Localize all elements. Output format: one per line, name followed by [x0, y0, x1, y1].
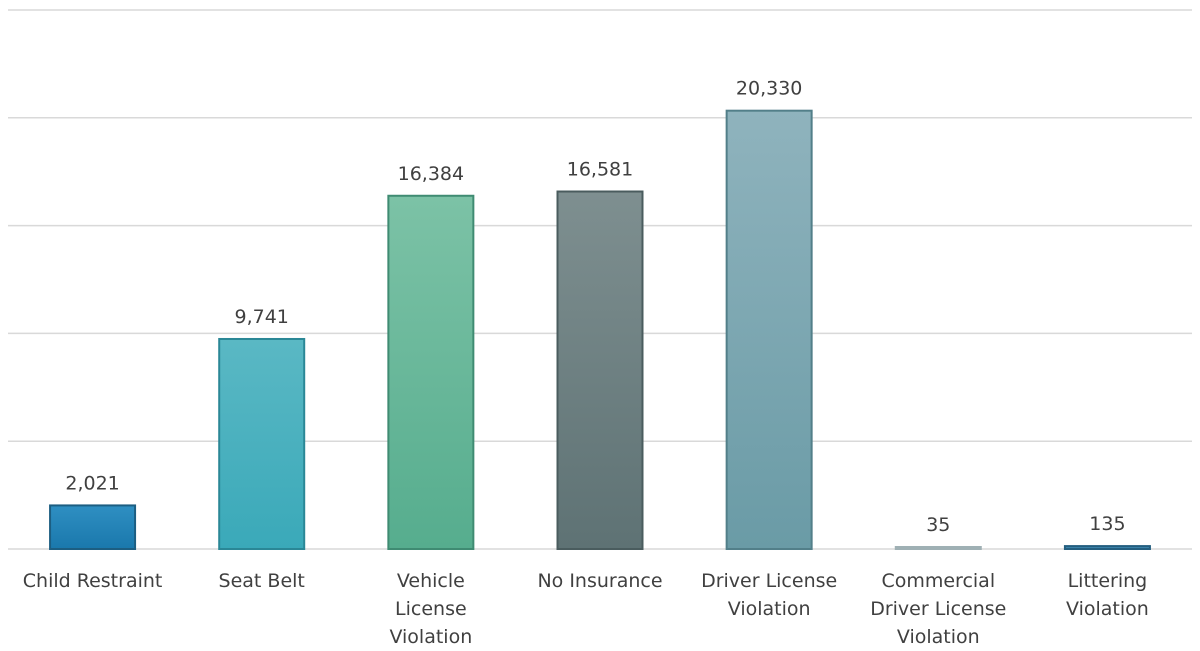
- bar: [894, 546, 982, 550]
- data-label: 20,330: [736, 78, 802, 100]
- category-label: No Insurance: [537, 570, 662, 592]
- bar: [49, 504, 137, 551]
- bar: [387, 194, 475, 550]
- bars: [49, 109, 1151, 551]
- data-label: 16,384: [398, 163, 464, 185]
- data-label: 135: [1089, 513, 1125, 535]
- bar: [725, 109, 813, 550]
- data-label: 2,021: [65, 472, 119, 494]
- category-label: Driver License Violation: [701, 570, 837, 620]
- bar: [556, 190, 644, 550]
- data-label: 16,581: [567, 159, 633, 181]
- category-label: Commercial Driver License Violation: [870, 570, 1006, 648]
- data-label: 9,741: [235, 306, 289, 328]
- data-label: 35: [926, 514, 950, 536]
- bar: [1063, 545, 1151, 551]
- category-labels: Child Restraint Seat Belt Vehicle License Vi…: [23, 570, 1149, 648]
- category-label: Vehicle License Violation: [389, 570, 472, 648]
- value-labels: 2,021 9,741 16,384 16,581 20,330 35 135: [65, 78, 1125, 536]
- category-label: Child Restraint: [23, 570, 163, 592]
- category-label: Littering Violation: [1066, 570, 1149, 620]
- category-label: Seat Belt: [219, 570, 305, 592]
- bar: [218, 337, 306, 550]
